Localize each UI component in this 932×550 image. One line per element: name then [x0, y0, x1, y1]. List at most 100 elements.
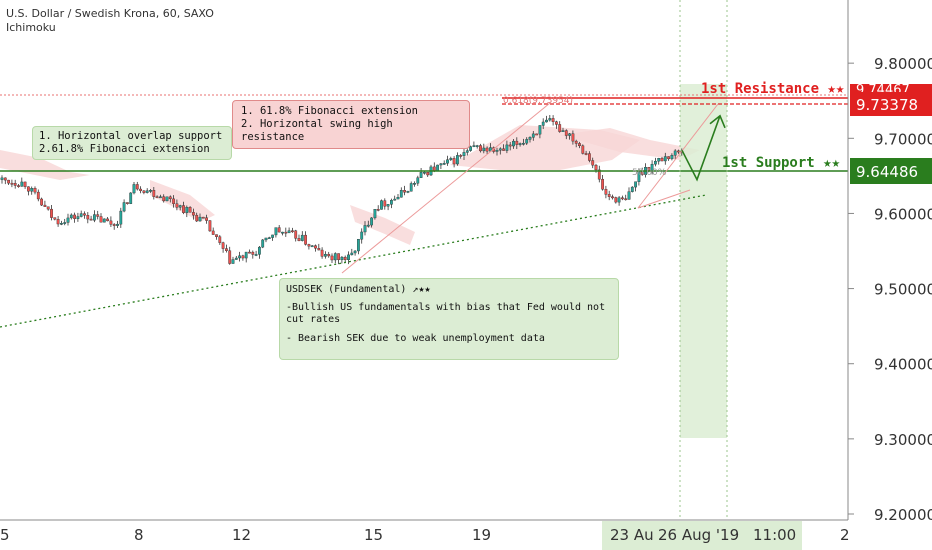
resistance-label: 1st Resistance ★★	[701, 81, 845, 97]
candle-body	[485, 147, 489, 152]
candle-body	[604, 189, 608, 195]
annotation-resistance-reasons: 1. 61.8% Fibonacci extension 2. Horizont…	[232, 100, 470, 149]
candle-body	[413, 183, 416, 185]
candle-body	[601, 178, 605, 190]
candle-body	[300, 234, 304, 241]
fib-extension-line-3	[637, 189, 691, 209]
x-tick-label: 2	[840, 526, 850, 544]
candle-body	[251, 251, 255, 255]
candle-body	[426, 171, 430, 176]
candle-body	[112, 224, 116, 226]
candle-body	[69, 214, 73, 219]
candle-body	[201, 216, 205, 219]
candle-body	[20, 181, 24, 187]
y-tick-label: 9.60000	[874, 205, 932, 223]
candle-body	[591, 160, 595, 166]
candle-body	[594, 164, 598, 171]
candle-body	[617, 197, 621, 203]
y-tick-label: 9.80000	[874, 55, 932, 73]
y-tick-label: 9.70000	[874, 130, 932, 148]
candle-body	[525, 139, 529, 144]
x-tick-label: 8	[134, 526, 144, 544]
candle-body	[254, 254, 258, 256]
candle-body	[261, 239, 265, 248]
x-axis-ticks: 5 8 12 15 19 23 Au 26 Aug '19 11:00 2	[0, 526, 850, 544]
candle-body	[541, 121, 545, 126]
candle-body	[125, 202, 129, 204]
fundamental-title: USDSEK (Fundamental) ↗★★	[286, 284, 431, 295]
candle-body	[419, 172, 423, 178]
annotation-line: 2.61.8% Fibonacci extension	[39, 143, 210, 155]
candle-body	[581, 145, 585, 154]
candle-body	[353, 250, 357, 254]
candle-body	[287, 230, 291, 234]
candle-body	[446, 159, 449, 164]
support-label: 1st Support ★★	[722, 155, 841, 171]
candle-body	[571, 133, 575, 142]
candle-body	[399, 190, 403, 198]
candle-body	[53, 217, 57, 220]
candle-body	[574, 140, 578, 144]
candle-body	[83, 213, 86, 216]
candle-body	[86, 215, 90, 220]
candle-body	[452, 158, 456, 165]
candle-body	[234, 257, 238, 260]
candle-body	[17, 185, 20, 187]
candle-body	[228, 250, 232, 264]
candle-body	[584, 153, 588, 155]
candle-body	[152, 190, 156, 197]
candle-body	[320, 249, 324, 257]
fundamental-line: - Bearish SEK due to weak unemployment d…	[286, 333, 545, 344]
candle-body	[508, 144, 512, 147]
candle-body	[66, 217, 70, 223]
candle-body	[46, 206, 50, 210]
candle-body	[627, 191, 631, 200]
candle-body	[145, 190, 149, 193]
candle-body	[555, 121, 558, 125]
candle-body	[439, 163, 443, 166]
candle-body	[360, 231, 364, 240]
candle-body	[89, 218, 93, 221]
candle-body	[366, 224, 370, 227]
projection-path	[681, 115, 721, 182]
candle-body	[284, 231, 288, 234]
candle-body	[522, 142, 525, 145]
candlesticks	[0, 114, 684, 265]
x-tick-label: 19	[472, 526, 491, 544]
candle-body	[129, 192, 133, 204]
candle-body	[132, 184, 136, 194]
y-tick-label: 9.30000	[874, 431, 932, 449]
candle-body	[677, 150, 680, 153]
x-tick-label: 5	[0, 526, 10, 544]
annotation-fundamental: USDSEK (Fundamental) ↗★★ -Bullish US fun…	[279, 278, 619, 360]
candle-body	[314, 245, 317, 249]
x-tick-label: 15	[364, 526, 383, 544]
candle-body	[505, 144, 509, 151]
candle-body	[578, 143, 581, 147]
candle-body	[515, 140, 519, 145]
candle-body	[380, 200, 383, 210]
candle-body	[96, 214, 100, 217]
candle-body	[50, 208, 53, 218]
candle-body	[607, 194, 611, 197]
price-label-resistance-bg	[850, 92, 932, 116]
price-label-support-bg	[850, 158, 932, 184]
candle-body	[79, 213, 83, 217]
candle-body	[139, 188, 142, 192]
candle-body	[538, 125, 542, 135]
candle-body	[43, 204, 47, 207]
candle-body	[175, 203, 179, 208]
candle-body	[36, 191, 40, 200]
candle-body	[231, 259, 235, 264]
candle-body	[10, 182, 14, 185]
annotation-support-reasons: 1. Horizontal overlap support 2.61.8% Fi…	[32, 126, 232, 160]
candle-body	[396, 197, 400, 200]
x-tick-label: 26 Aug '19	[658, 526, 739, 544]
candle-body	[188, 207, 192, 213]
price-label-partial-bg	[850, 84, 932, 95]
candle-body	[459, 155, 463, 157]
candle-body	[307, 244, 311, 247]
candle-body	[73, 214, 77, 219]
candle-body	[135, 184, 139, 190]
